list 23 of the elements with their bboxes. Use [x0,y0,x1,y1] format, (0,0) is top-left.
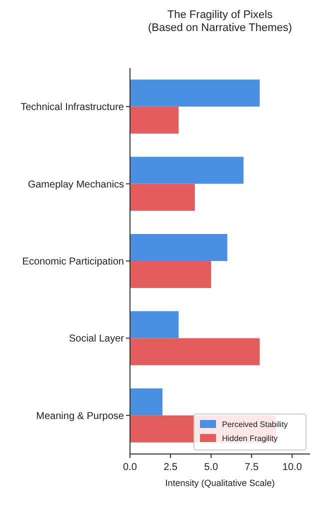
x-tick-label: 10.0 [282,462,302,473]
x-tick-label: 0.0 [123,462,138,473]
chart-title: The Fragility of Pixels (Based on Narrative Themes) [148,9,292,34]
bar [130,338,260,366]
bar [130,311,179,338]
bar [130,106,179,134]
x-axis-title: Intensity (Qualitative Scale) [165,478,275,488]
legend-label: Hidden Fragility [222,434,278,443]
y-tick-label: Technical Infrastructure [20,102,124,114]
legend-label: Perceived Stability [222,420,288,429]
x-tick-label: 5.0 [204,462,218,473]
bar [130,80,260,107]
bar [130,388,162,416]
bar [130,156,244,184]
x-tick-label: 2.5 [164,462,178,473]
bar [130,261,212,288]
y-tick-label: Gameplay Mechanics [28,179,124,190]
y-tick-label: Social Layer [68,334,125,345]
y-tick-label: Economic Participation [22,256,124,268]
y-tick-label: Meaning & Purpose [36,410,124,422]
bar [130,234,228,261]
bar [130,184,195,211]
x-tick-label: 7.5 [244,462,260,473]
